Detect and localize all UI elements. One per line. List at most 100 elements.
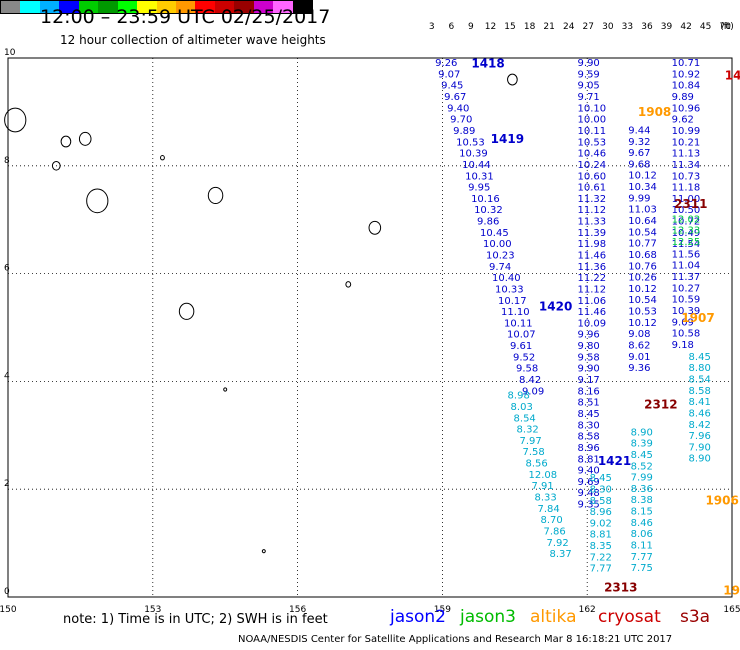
color-scale-label: 12 [484, 22, 497, 32]
wave-height-value: 8.54 [689, 374, 711, 385]
wave-height-value: 8.11 [631, 540, 653, 551]
wave-height-value: 10.54 [628, 227, 657, 238]
y-tick-label: 10 [4, 48, 16, 58]
wave-height-value: 11.46 [578, 251, 607, 262]
wave-height-value: 11.00 [672, 194, 701, 205]
wave-height-value: 9.95 [468, 183, 490, 194]
wave-height-value: 9.99 [628, 193, 650, 204]
wave-height-value: 8.46 [631, 518, 653, 529]
legend-jason2: jason2 [390, 607, 446, 627]
wave-height-value: 11.10 [501, 307, 530, 318]
wave-height-value: 11.12 [578, 205, 607, 216]
x-tick-label: 159 [434, 605, 451, 615]
wave-height-value: 9.35 [578, 500, 600, 511]
color-swatch [175, 1, 196, 13]
wave-height-value: 9.68 [628, 159, 650, 170]
wave-height-value: 9.61 [510, 341, 532, 352]
wave-height-value: 10.73 [672, 171, 701, 182]
wave-height-value: 10.09 [578, 318, 607, 329]
wave-height-value: 7.58 [523, 447, 545, 458]
wave-height-value: 8.52 [631, 461, 653, 472]
wave-height-value: 9.09 [672, 317, 694, 328]
wave-height-value: 8.98 [508, 391, 530, 402]
wave-height-value: 9.45 [441, 81, 463, 92]
wave-height-value: 10.45 [480, 228, 509, 239]
wave-height-value: 9.44 [628, 125, 650, 136]
wave-height-value: 7.84 [537, 504, 559, 515]
wave-height-value: 7.99 [631, 473, 653, 484]
wave-height-value: 8.45 [689, 352, 711, 363]
wave-height-value: 9.58 [578, 352, 600, 363]
y-tick-label: 8 [4, 156, 10, 166]
wave-height-value: 9.18 [672, 340, 694, 351]
island-outline [51, 160, 61, 171]
wave-height-value: 7.91 [532, 481, 554, 492]
wave-height-value: 8.38 [631, 495, 653, 506]
wave-height-value: 10.44 [462, 160, 491, 171]
wave-height-value: 7.22 [590, 552, 612, 563]
wave-height-value: 8.33 [534, 493, 556, 504]
wave-height-value: 8.06 [631, 529, 653, 540]
wave-height-value: 8.42 [689, 420, 711, 431]
legend-cryosat: cryosat [598, 607, 661, 627]
wave-height-value: 10.50 [672, 205, 701, 216]
color-scale-bar [0, 0, 313, 14]
wave-height-value: 10.49 [672, 228, 701, 239]
color-scale-label: 45 [699, 22, 712, 32]
wave-height-value: 11.46 [578, 307, 607, 318]
wave-height-value: 11.03 [628, 205, 657, 216]
color-scale-label: 33 [621, 22, 634, 32]
wave-height-value: 8.16 [578, 386, 600, 397]
wave-height-value: 8.03 [511, 402, 533, 413]
wave-height-value: 8.35 [590, 541, 612, 552]
pass-label: 190 [723, 583, 740, 597]
wave-height-value: 8.81 [578, 454, 600, 465]
wave-height-value: 11.32 [578, 194, 607, 205]
pass-label: 1419 [491, 132, 524, 146]
wave-height-value: 10.12 [628, 171, 657, 182]
color-swatch [20, 1, 40, 13]
color-swatch [195, 1, 215, 13]
island-outline [78, 131, 92, 146]
x-tick-label: 165 [723, 605, 740, 615]
wave-height-value: 10.33 [495, 284, 524, 295]
note-text: note: 1) Time is in UTC; 2) SWH is in fe… [63, 612, 328, 627]
wave-height-value: 8.30 [578, 420, 600, 431]
color-scale-label: 36 [641, 22, 653, 32]
color-scale-label: (ft) [720, 22, 734, 32]
wave-height-value: 10.32 [474, 205, 503, 216]
wave-height-value: 10.60 [578, 171, 607, 182]
color-scale-label: 18 [523, 22, 536, 32]
wave-height-value: 10.24 [578, 160, 607, 171]
wave-height-value: 10.72 [672, 217, 701, 228]
color-scale-label: 15 [504, 22, 516, 32]
legend-altika: altika [530, 607, 577, 627]
wave-height-value: 10.00 [483, 239, 512, 250]
wave-height-value: 10.07 [507, 330, 536, 341]
color-scale-label: 24 [562, 22, 575, 32]
wave-height-value: 10.46 [578, 149, 607, 160]
wave-height-value: 11.22 [578, 273, 607, 284]
wave-height-value: 8.90 [689, 454, 711, 465]
wave-height-value: 9.67 [628, 148, 650, 159]
color-swatch [78, 1, 99, 13]
island-outline [261, 549, 266, 554]
wave-height-value: 10.61 [578, 183, 607, 194]
wave-height-value: 10.12 [628, 318, 657, 329]
page-subtitle: 12 hour collection of altimeter wave hei… [60, 33, 326, 47]
wave-height-value: 10.12 [628, 284, 657, 295]
color-scale-label: 30 [602, 22, 614, 32]
wave-height-value: 8.36 [631, 484, 653, 495]
wave-height-value: 10.96 [672, 103, 701, 114]
island-outline [60, 135, 72, 148]
color-swatch [253, 1, 274, 13]
wave-height-value: 9.01 [628, 352, 650, 363]
wave-height-value: 9.89 [453, 126, 475, 137]
wave-height-value: 8.54 [514, 413, 536, 424]
wave-height-value: 10.10 [578, 103, 607, 114]
legend-s3a: s3a [680, 607, 711, 627]
wave-height-value: 9.02 [590, 518, 612, 529]
wave-height-value: 10.21 [672, 137, 701, 148]
wave-height-value: 9.59 [578, 69, 600, 80]
wave-height-value: 8.70 [540, 515, 562, 526]
